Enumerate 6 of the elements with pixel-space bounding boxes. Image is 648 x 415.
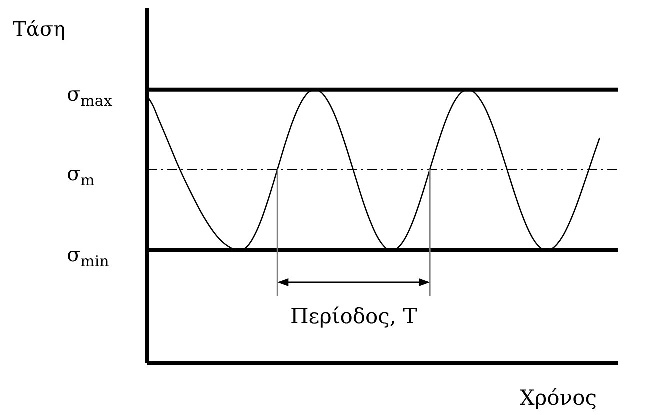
ref-line-label: σ$_{max}$ [67, 82, 113, 110]
annotation: Περίοδος, T [290, 304, 418, 328]
y-axis-title: Τάση [13, 17, 66, 41]
ref-line-label: σ$_{m}$ [67, 162, 95, 190]
ref-line-label: σ$_{min}$ [67, 242, 110, 270]
x-axis-title: Χρόνος [520, 386, 597, 410]
